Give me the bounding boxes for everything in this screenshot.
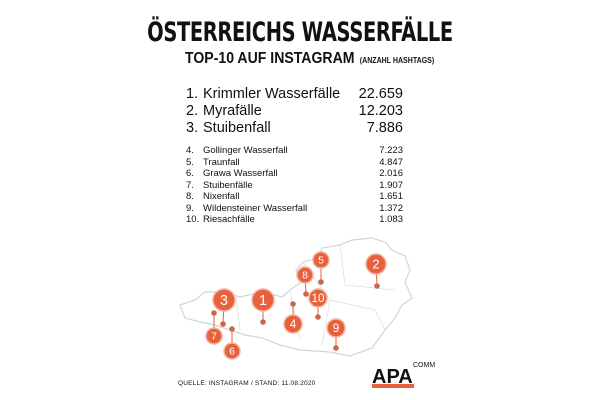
ranking-name: Grawa Wasserfall xyxy=(203,168,278,179)
map-marker-2: 2 xyxy=(365,253,387,289)
marker-location-dot xyxy=(303,291,309,297)
marker-circle xyxy=(365,253,387,275)
ranking-rank: 5. xyxy=(186,157,194,168)
marker-label: 3 xyxy=(220,293,228,309)
ranking-name: Gollinger Wasserfall xyxy=(203,145,288,156)
marker-location-dot xyxy=(290,301,296,307)
ranking-value: 7.886 xyxy=(366,120,403,136)
subtitle: TOP-10 AUF INSTAGRAM (ANZAHL HASHTAGS) xyxy=(185,50,434,70)
ranking-row: 6. Grawa Wasserfall 2.016 xyxy=(186,168,403,179)
marker-circle xyxy=(205,327,223,345)
ranking-row: 2. Myrafälle 12.203 xyxy=(186,103,403,120)
map-marker-8: 8 xyxy=(296,266,314,297)
ranking-name: Nixenfall xyxy=(203,191,240,202)
marker-circle xyxy=(251,288,275,312)
ranking-row: 4. Gollinger Wasserfall 7.223 xyxy=(186,145,403,156)
page-title: ÖSTERREICHS WASSERFÄLLE xyxy=(147,17,453,48)
ranking-value: 22.659 xyxy=(358,86,403,102)
ranking-rank: 7. xyxy=(186,180,194,191)
ranking-value: 4.847 xyxy=(379,157,403,168)
map-marker-10: 10 xyxy=(308,288,328,320)
source-note: QUELLE: INSTAGRAM / STAND: 11.08.2020 xyxy=(178,380,316,387)
ranking-rank: 6. xyxy=(186,168,194,179)
marker-label: 2 xyxy=(372,257,379,272)
ranking-rank: 4. xyxy=(186,145,194,156)
ranking-value: 2.016 xyxy=(379,168,403,179)
marker-circle xyxy=(308,288,328,308)
marker-label: 1 xyxy=(259,293,267,309)
marker-location-dot xyxy=(374,283,380,289)
map-marker-3: 3 xyxy=(212,288,236,327)
ranking-row: 1. Krimmler Wasserfälle 22.659 xyxy=(186,86,403,103)
marker-label: 8 xyxy=(302,271,308,282)
marker-circle xyxy=(296,266,314,284)
ranking-name: Riesachfälle xyxy=(203,214,255,225)
marker-label: 9 xyxy=(333,322,340,335)
marker-location-dot xyxy=(260,319,266,325)
ranking-value: 1.083 xyxy=(379,214,403,225)
ranking-rank: 10. xyxy=(186,214,200,225)
marker-label: 4 xyxy=(290,318,297,331)
map-marker-7: 7 xyxy=(205,310,223,345)
ranking-row: 3. Stuibenfall 7.886 xyxy=(186,120,403,137)
ranking-row: 5. Traunfall 4.847 xyxy=(186,157,403,168)
marker-location-dot xyxy=(220,321,226,327)
ranking-rank: 9. xyxy=(186,203,194,214)
marker-location-dot xyxy=(211,310,217,316)
ranking-name: Stuibenfälle xyxy=(203,180,253,191)
marker-location-dot xyxy=(315,314,321,320)
ranking-row: 8. Nixenfall 1.651 xyxy=(186,191,403,202)
map-marker-5: 5 xyxy=(312,251,330,285)
logo-suffix: COMM xyxy=(413,362,436,369)
map-marker-9: 9 xyxy=(326,318,346,351)
ranking-row: 10. Riesachfälle 1.083 xyxy=(186,214,403,225)
ranking-name: Traunfall xyxy=(203,157,240,168)
marker-location-dot xyxy=(229,326,235,332)
marker-location-dot xyxy=(333,345,339,351)
marker-label: 7 xyxy=(211,332,217,343)
ranking-value: 1.651 xyxy=(379,191,403,202)
ranking-rank: 1. xyxy=(186,86,199,102)
marker-circle xyxy=(283,314,303,334)
ranking-value: 12.203 xyxy=(358,103,403,119)
marker-label: 5 xyxy=(318,256,324,267)
ranking-value: 1.907 xyxy=(379,180,403,191)
ranking-name: Stuibenfall xyxy=(203,120,271,136)
ranking-name: Wildensteiner Wasserfall xyxy=(203,203,308,214)
marker-label: 10 xyxy=(311,292,325,305)
marker-circle xyxy=(312,251,330,269)
marker-circle xyxy=(223,342,241,360)
map-marker-1: 1 xyxy=(251,288,275,325)
map-marker-4: 4 xyxy=(283,301,303,334)
ranking-row: 9. Wildensteiner Wasserfall 1.372 xyxy=(186,203,403,214)
ranking-value: 1.372 xyxy=(379,203,403,214)
subtitle-text: TOP-10 AUF INSTAGRAM xyxy=(185,50,355,67)
ranking-name: Myrafälle xyxy=(203,103,262,119)
ranking-name: Krimmler Wasserfälle xyxy=(203,86,341,102)
ranking-rank: 3. xyxy=(186,120,199,136)
ranking-row: 7. Stuibenfälle 1.907 xyxy=(186,180,403,191)
map-marker-6: 6 xyxy=(223,326,241,360)
marker-location-dot xyxy=(318,279,324,285)
marker-circle xyxy=(326,318,346,338)
ranking-rank: 8. xyxy=(186,191,194,202)
ranking-rank: 2. xyxy=(186,103,199,119)
marker-circle xyxy=(212,288,236,312)
ranking-value: 7.223 xyxy=(379,145,403,156)
subtitle-note: (ANZAHL HASHTAGS) xyxy=(359,56,435,65)
austria-outline xyxy=(179,237,413,357)
apa-logo-text: APA xyxy=(372,366,413,388)
marker-label: 6 xyxy=(229,347,235,358)
apa-logo: APA xyxy=(372,366,414,388)
